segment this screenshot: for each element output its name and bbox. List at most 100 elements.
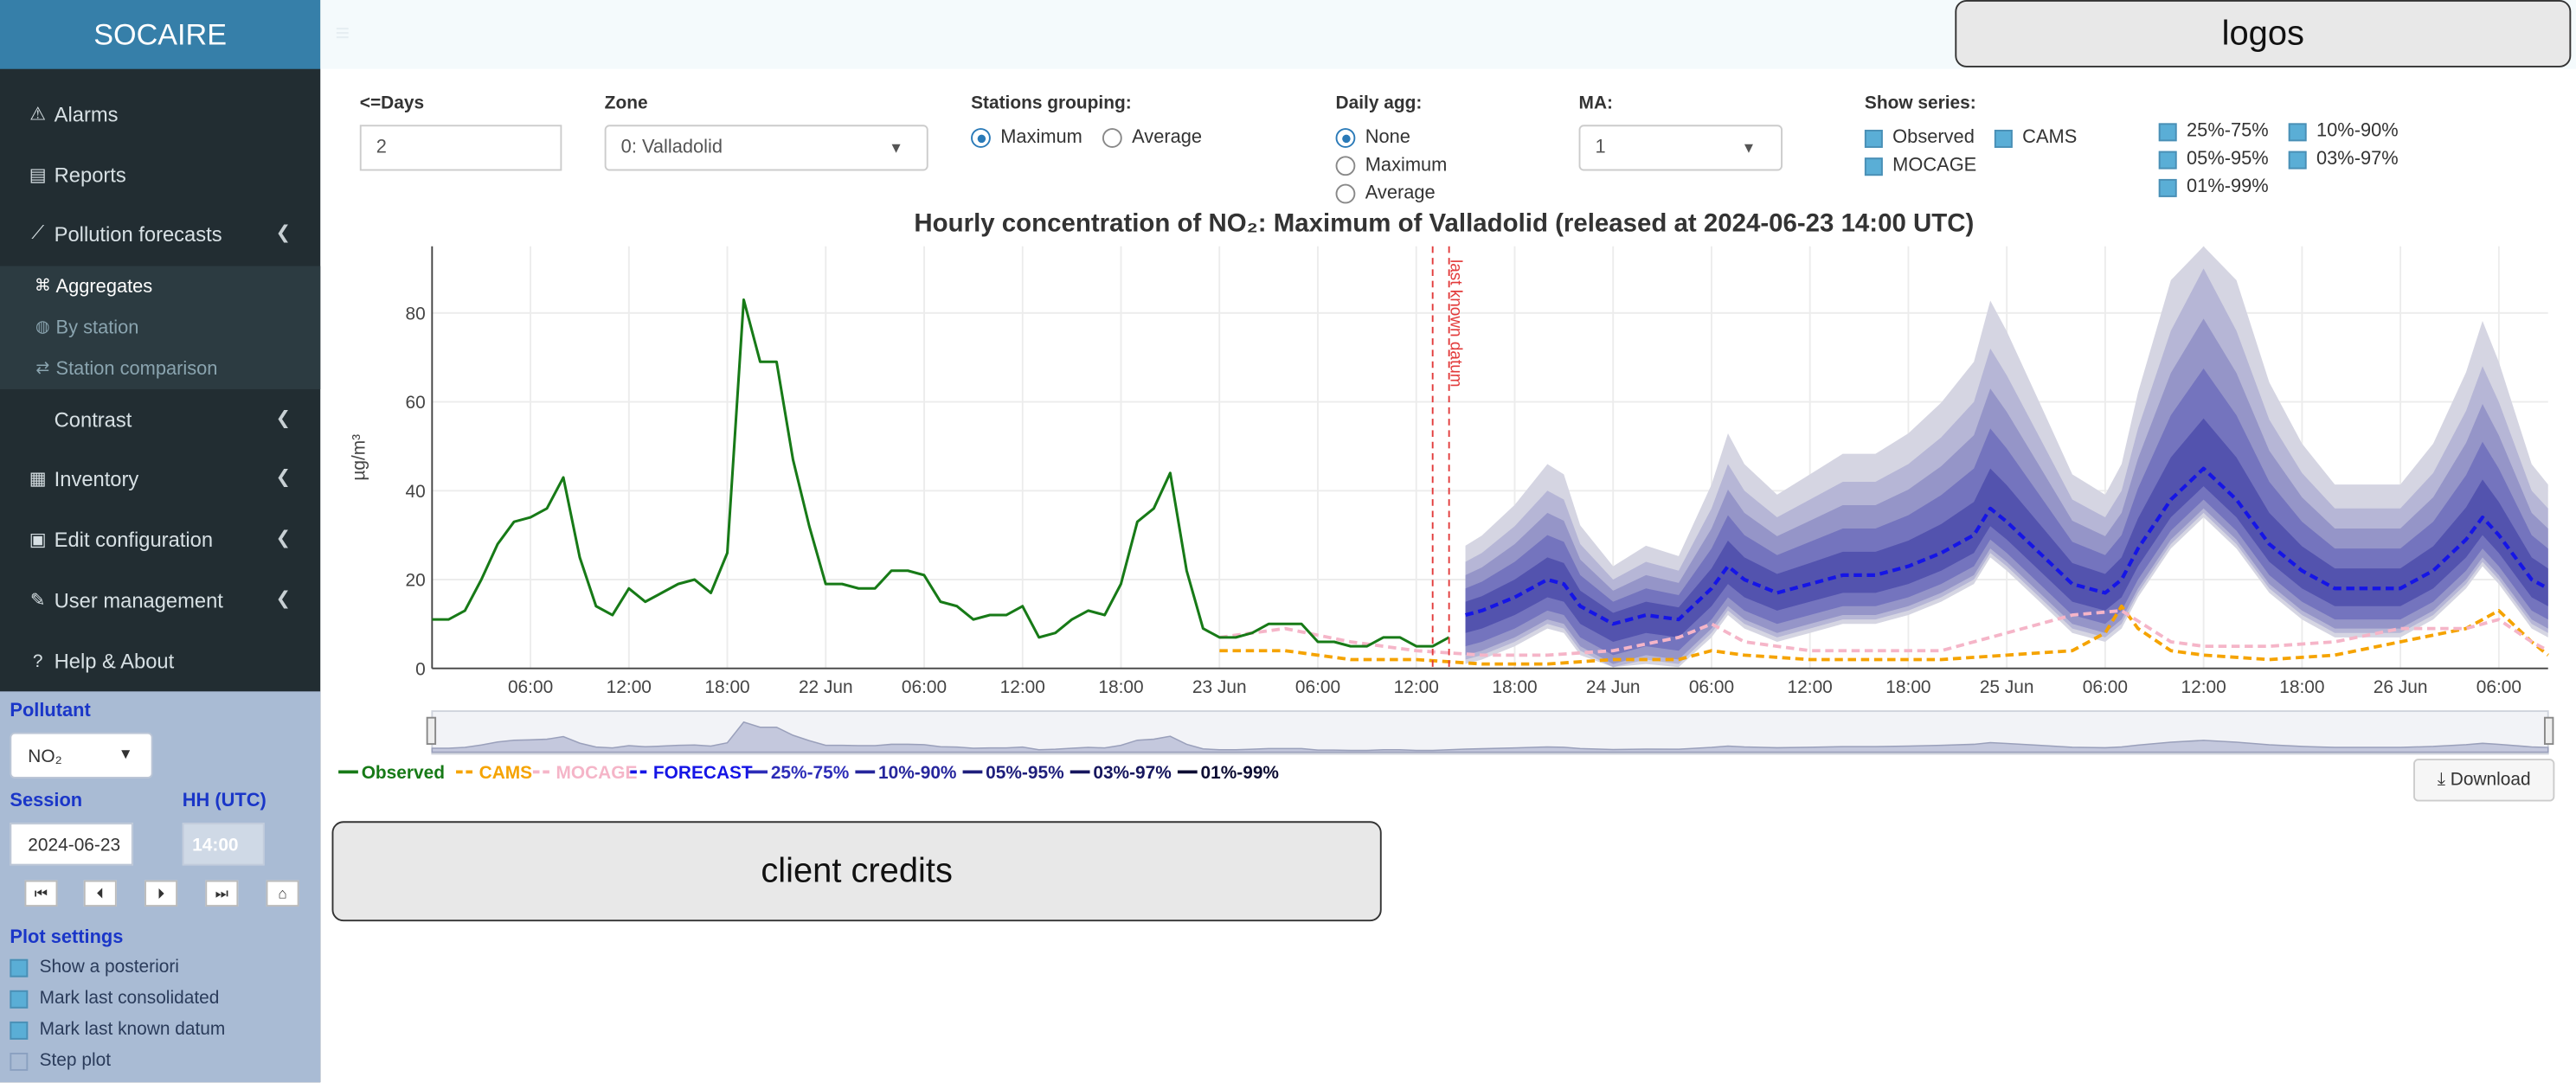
forecast-series-line (1465, 466, 2549, 626)
x-tick-label: 18:00 (1885, 677, 1930, 697)
line-chart-icon: ⟋ (31, 223, 44, 243)
next-session-button[interactable]: ⏵ (145, 880, 178, 907)
daily-radio-average[interactable]: Average (1335, 181, 1436, 207)
sidebar-item-label: Inventory (54, 467, 139, 490)
checkbox-box (10, 1052, 29, 1070)
daily-agg-label: Daily agg: (1335, 93, 1423, 114)
legend-entry: 25%-75% (771, 763, 850, 783)
sidebar-item-reports[interactable]: ▤ Reports (0, 144, 320, 205)
zone-label: Zone (604, 93, 648, 114)
y-tick-label: 20 (406, 571, 426, 591)
book-icon: ▤ (29, 165, 47, 186)
grouping-radio-maximum[interactable]: Maximum (971, 125, 1082, 151)
series-checkbox-mocage[interactable]: MOCAGE (1864, 153, 1976, 179)
plot-settings-label: Plot settings (10, 927, 124, 948)
chart-title: Hourly concentration of NO₂: Maximum of … (914, 210, 1975, 239)
y-tick-label: 0 (415, 659, 426, 679)
show-a-posteriori-checkbox[interactable]: Show a posteriori (10, 952, 179, 982)
sidebar-item-contrast[interactable]: Contrast ❮ (0, 389, 320, 450)
hh-input[interactable]: 14:00 (182, 823, 265, 866)
chevron-left-icon: ❮ (275, 589, 292, 610)
series-checkbox-10-90[interactable]: 10%-90% (2288, 119, 2399, 144)
ma-label: MA: (1578, 93, 1614, 114)
range-handle-left (426, 716, 437, 746)
series-checkbox-observed[interactable]: Observed (1864, 125, 1975, 151)
sidebar-subitem-label: Aggregates (55, 276, 153, 297)
download-icon: ⤓ (2437, 770, 2445, 791)
mark-last-consolidated-checkbox[interactable]: Mark last consolidated (10, 984, 219, 1013)
sidebar-subitem-aggregates[interactable]: ⌘ Aggregates (0, 266, 320, 307)
band-25-75 (1465, 418, 2548, 642)
mark-last-known-datum-checkbox[interactable]: Mark last known datum (10, 1015, 225, 1044)
download-button[interactable]: ⤓ Download (2413, 759, 2555, 802)
ma-select[interactable]: 1 ▼ (1578, 125, 1783, 171)
compress-icon: ⌘ (34, 277, 51, 296)
x-tick-label: 25 Jun (1980, 677, 2034, 697)
question-icon: ? (32, 650, 43, 671)
menu-icon[interactable]: ≡ (335, 19, 350, 48)
days-label: <=Days (359, 93, 425, 114)
step-plot-checkbox[interactable]: Step plot (10, 1046, 111, 1075)
logos-placeholder: logos (1955, 0, 2572, 67)
pollutant-value: NO₂ (28, 747, 62, 767)
sidebar-subitem-label: Station comparison (55, 358, 218, 379)
series-checkbox-25-75[interactable]: 25%-75% (2158, 119, 2269, 144)
app-brand[interactable]: SOCAIRE (0, 0, 321, 69)
sidebar-item-pollution-forecasts[interactable]: ⟋ Pollution forecasts ❮ (0, 203, 320, 264)
hh-label: HH (UTC) (182, 791, 267, 811)
daily-radio-none[interactable]: None (1335, 125, 1410, 151)
chevron-left-icon: ❮ (275, 223, 292, 243)
checkbox-box (10, 958, 29, 977)
sidebar-item-label: Help & About (54, 649, 175, 673)
series-checkbox-01-99[interactable]: 01%-99% (2158, 174, 2269, 200)
sidebar-item-label: Pollution forecasts (54, 222, 222, 246)
chevron-left-icon: ❮ (275, 468, 292, 488)
daily-radio-maximum[interactable]: Maximum (1335, 153, 1447, 179)
session-date-value: 2024-06-23 (28, 836, 121, 856)
radio-circle (1335, 128, 1356, 148)
sidebar-subitem-by-station[interactable]: ◍ By station (0, 307, 320, 348)
user-edit-icon: ✎ (29, 591, 46, 612)
legend-entry: 03%-97% (1093, 763, 1172, 783)
cams-series-line (1219, 604, 2549, 666)
x-tick-label: 23 Jun (1192, 677, 1247, 697)
legend-entry: 05%-95% (986, 763, 1064, 783)
sidebar-item-alarms[interactable]: ⚠ Alarms (0, 84, 320, 144)
zone-value: 0: Valladolid (620, 138, 723, 158)
pollutant-select[interactable]: NO₂ ▼ (10, 732, 153, 779)
series-checkbox-03-97[interactable]: 03%-97% (2288, 146, 2399, 172)
session-date-input[interactable]: 2024-06-23 (10, 823, 133, 866)
session-label: Session (10, 791, 83, 811)
sidebar-item-label: Reports (54, 163, 126, 187)
sidebar-subitem-station-comparison[interactable]: ⇄ Station comparison (0, 349, 320, 389)
first-session-button[interactable]: ⏮ (24, 880, 58, 907)
mocage-series-line (1219, 609, 2549, 657)
x-tick-label: 26 Jun (2374, 677, 2428, 697)
series-checkbox-05-95[interactable]: 05%-95% (2158, 146, 2269, 172)
x-tick-label: 12:00 (607, 677, 652, 697)
home-button[interactable]: ⌂ (266, 880, 299, 907)
last-session-button[interactable]: ⏭ (205, 880, 239, 907)
sidebar-item-user-management[interactable]: ✎ User management ❮ (0, 570, 320, 631)
hh-value: 14:00 (192, 836, 239, 856)
previous-session-button[interactable]: ⏴ (83, 880, 117, 907)
concentration-chart[interactable]: 0 20 40 60 80 06:00 12:00 18:00 22 Jun 06:00 12:00… (0, 0, 2576, 821)
x-tick-label: 18:00 (704, 677, 749, 697)
grouping-radio-average[interactable]: Average (1102, 125, 1202, 151)
days-input[interactable]: 2 (359, 125, 562, 171)
zone-select[interactable]: 0: Valladolid ▼ (604, 125, 928, 171)
y-tick-label: 40 (406, 482, 426, 502)
sidebar-item-help-about[interactable]: ? Help & About (0, 631, 320, 691)
legend-entry: 10%-90% (878, 763, 957, 783)
radio-circle (1102, 128, 1122, 148)
x-tick-label: 06:00 (2083, 677, 2128, 697)
sidebar-item-edit-configuration[interactable]: ▣ Edit configuration ❮ (0, 509, 320, 570)
sidebar-item-inventory[interactable]: ▦ Inventory ❮ (0, 448, 320, 509)
series-checkbox-cams[interactable]: CAMS (1994, 125, 2077, 151)
caret-down-icon: ▼ (1741, 139, 1757, 157)
step-backward-icon: ⏴ (96, 885, 105, 902)
x-tick-label: 06:00 (508, 677, 553, 697)
submenu-pollution-forecasts (0, 266, 321, 389)
chevron-left-icon: ❮ (275, 408, 292, 429)
fast-forward-icon: ⏭ (215, 885, 228, 902)
